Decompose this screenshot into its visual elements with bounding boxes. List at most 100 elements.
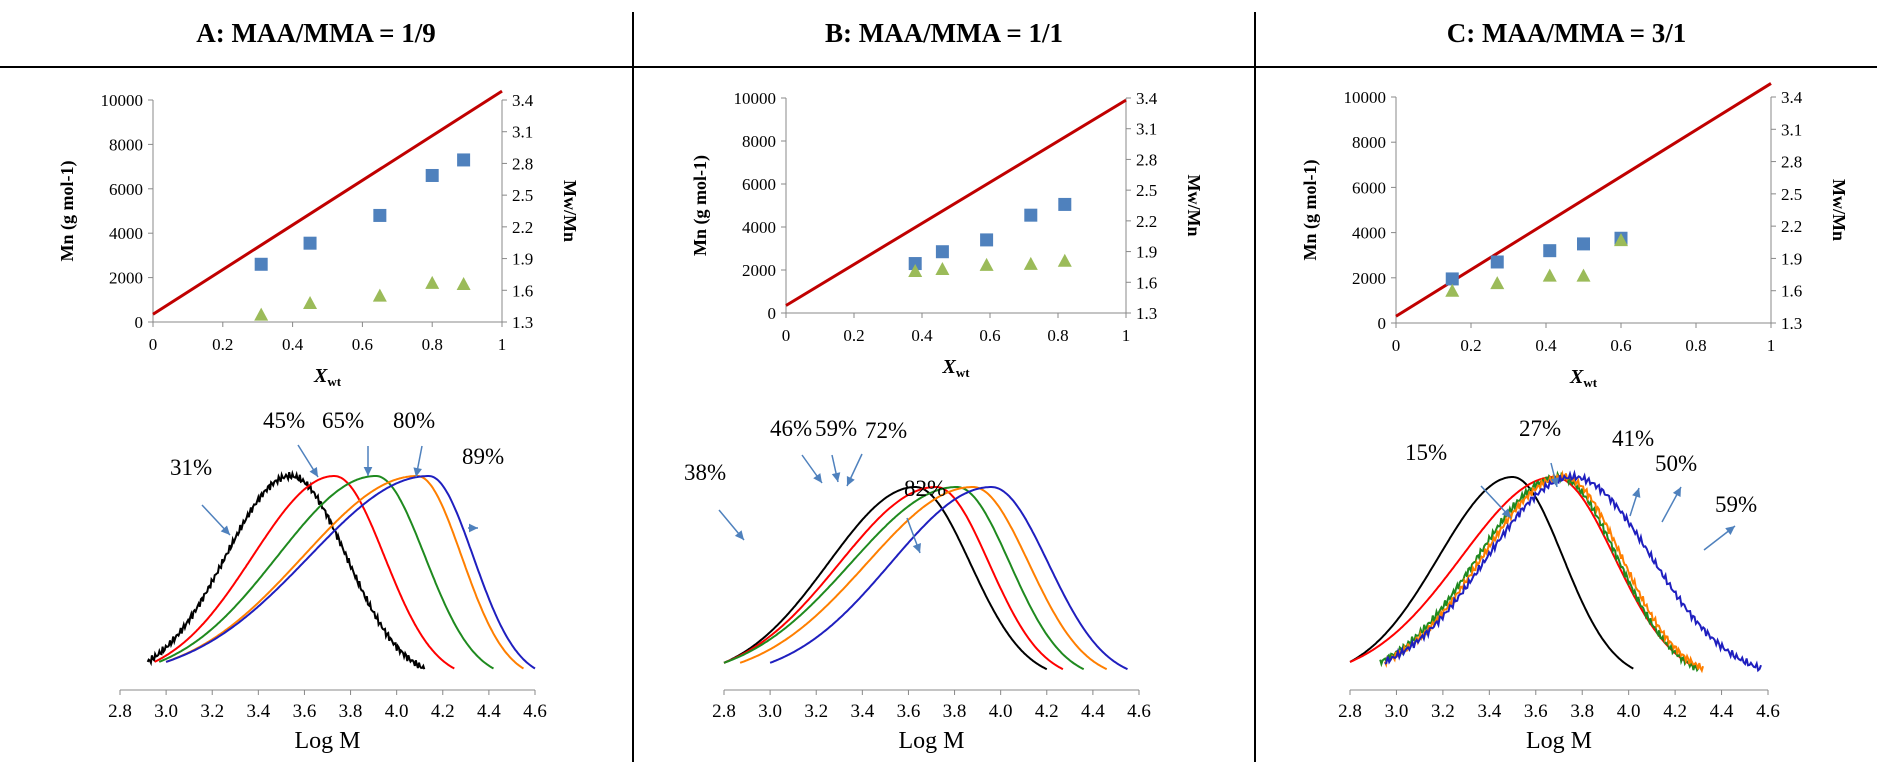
x-tick-label: 1 xyxy=(1767,336,1776,355)
y-left-tick-label: 8000 xyxy=(109,135,143,154)
y-left-tick-label: 2000 xyxy=(109,269,143,288)
mn-point xyxy=(935,245,949,259)
top-x-axis-title: Xwt xyxy=(313,365,342,389)
mn-point xyxy=(1543,244,1557,258)
conversion-label: 59% xyxy=(815,416,857,441)
top-y-right-title: Mw/Mn xyxy=(560,180,580,242)
bottom-x-tick-label: 3.8 xyxy=(1570,701,1594,722)
conversion-label: 50% xyxy=(1655,451,1697,476)
mn-point xyxy=(908,257,922,271)
dispersity-point xyxy=(425,275,440,289)
y-left-tick-label: 8000 xyxy=(742,132,776,151)
y-right-tick-label: 2.2 xyxy=(512,218,533,237)
conversion-label: 46% xyxy=(770,416,812,441)
panel-a-charts: 0 0.2 0.4 0.6 0.8 1 0 2000 4000 6000 8000 10000 1.3 1… xyxy=(57,89,580,754)
label-arrow-head xyxy=(831,472,841,482)
distribution-curve xyxy=(723,486,1064,671)
panel-c-header: C: MAA/MMA = 3/1 xyxy=(1446,17,1687,48)
y-right-tick-label: 2.2 xyxy=(1781,217,1802,236)
theory-line xyxy=(785,98,1127,307)
x-tick-label: 0.6 xyxy=(979,326,1000,345)
panel-c-charts: 0 0.2 0.4 0.6 0.8 1 0 2000 4000 6000 8000 10000 1.3 1… xyxy=(1300,82,1849,754)
distribution-curve xyxy=(1384,469,1762,673)
x-tick-label: 0.4 xyxy=(911,326,933,345)
dispersity-point xyxy=(979,257,994,271)
panel-a-header: A: MAA/MMA = 1/9 xyxy=(196,17,436,48)
y-right-tick-label: 1.9 xyxy=(512,250,533,269)
y-right-tick-label: 3.4 xyxy=(1781,88,1803,107)
bottom-x-tick-label: 3.0 xyxy=(758,701,782,722)
bottom-x-tick-label: 4.2 xyxy=(431,701,455,722)
top-y-right-title: Mw/Mn xyxy=(1829,179,1849,241)
mn-point xyxy=(1445,272,1459,286)
bottom-x-tick-label: 3.0 xyxy=(154,701,178,722)
y-right-tick-label: 2.8 xyxy=(1781,153,1802,172)
x-tick-label: 1 xyxy=(498,335,507,354)
dispersity-point xyxy=(372,288,387,302)
top-y-left-title: Mn (g mol-1) xyxy=(1300,160,1321,261)
top-y-left-title: Mn (g mol-1) xyxy=(690,155,711,256)
y-left-tick-label: 6000 xyxy=(1352,178,1386,197)
x-tick-label: 0 xyxy=(1392,336,1401,355)
conversion-label: 31% xyxy=(170,455,212,480)
dispersity-point xyxy=(1057,253,1072,267)
label-arrow-head xyxy=(846,476,855,486)
label-arrow-head xyxy=(309,467,318,477)
distribution-curve xyxy=(154,475,455,670)
conversion-label: 59% xyxy=(1715,492,1757,517)
y-left-tick-label: 4000 xyxy=(1352,224,1386,243)
y-right-tick-label: 3.4 xyxy=(1136,89,1158,108)
top-y-right-title: Mw/Mn xyxy=(1184,175,1204,237)
y-right-tick-label: 2.5 xyxy=(1781,185,1802,204)
bottom-x-tick-label: 3.2 xyxy=(804,701,828,722)
distribution-curve xyxy=(165,475,536,670)
x-tick-label: 0.8 xyxy=(1685,336,1706,355)
panel-b: B: MAA/MMA = 1/1 0 0.2 0.4 0.6 0.8 1 0 2000 4000… xyxy=(634,0,1254,762)
conversion-label: 72% xyxy=(865,418,907,443)
x-tick-label: 0 xyxy=(782,326,791,345)
dispersity-point xyxy=(1614,233,1628,247)
x-tick-label: 0.6 xyxy=(352,335,373,354)
conversion-label: 82% xyxy=(904,476,946,501)
dispersity-point xyxy=(1542,268,1557,282)
distribution-curve xyxy=(1383,469,1704,674)
bottom-x-tick-label: 3.8 xyxy=(943,701,967,722)
bottom-x-axis-title: Log M xyxy=(1526,728,1592,754)
x-tick-label: 0.6 xyxy=(1610,336,1631,355)
y-right-tick-label: 1.3 xyxy=(512,313,533,332)
bottom-x-tick-label: 3.4 xyxy=(850,701,874,722)
y-right-tick-label: 1.6 xyxy=(1136,273,1157,292)
panel-a: A: MAA/MMA = 1/9 0 0.2 0.4 0.6 0.8 1 0 2000 4000… xyxy=(0,0,632,762)
x-axis-title-subscript: wt xyxy=(327,374,341,389)
y-left-tick-label: 6000 xyxy=(109,180,143,199)
dispersity-point xyxy=(935,261,950,275)
bottom-x-tick-label: 3.2 xyxy=(200,701,224,722)
bottom-x-axis-title: Log M xyxy=(899,728,965,754)
theory-line xyxy=(152,89,503,316)
panel-b-header: B: MAA/MMA = 1/1 xyxy=(824,17,1064,48)
y-right-tick-label: 2.5 xyxy=(512,186,533,205)
conversion-label: 65% xyxy=(322,408,364,433)
top-x-axis-title: Xwt xyxy=(1569,366,1598,390)
conversion-label: 41% xyxy=(1612,426,1654,451)
y-left-tick-label: 2000 xyxy=(742,261,776,280)
top-x-axis-title: Xwt xyxy=(941,356,970,380)
conversion-label: 80% xyxy=(393,408,435,433)
panel-c: C: MAA/MMA = 3/1 0 0.2 0.4 0.6 0.8 1 0 2000 4000… xyxy=(1256,0,1877,762)
x-tick-label: 1 xyxy=(1122,326,1131,345)
bottom-x-tick-label: 4.2 xyxy=(1035,701,1059,722)
bottom-x-tick-label: 3.2 xyxy=(1431,701,1455,722)
y-left-tick-label: 0 xyxy=(135,313,144,332)
distribution-curve xyxy=(723,486,1048,671)
bottom-x-tick-label: 4.6 xyxy=(523,701,547,722)
x-tick-label: 0.8 xyxy=(422,335,443,354)
distribution-curve xyxy=(165,475,524,670)
bottom-x-tick-label: 4.4 xyxy=(477,701,501,722)
conversion-label: 38% xyxy=(684,460,726,485)
bottom-x-tick-label: 2.8 xyxy=(1338,701,1362,722)
dispersity-point xyxy=(1576,268,1591,282)
x-tick-label: 0.2 xyxy=(843,326,864,345)
mn-point xyxy=(373,208,387,222)
y-right-tick-label: 1.6 xyxy=(512,281,533,300)
x-axis-title-subscript: wt xyxy=(956,365,970,380)
